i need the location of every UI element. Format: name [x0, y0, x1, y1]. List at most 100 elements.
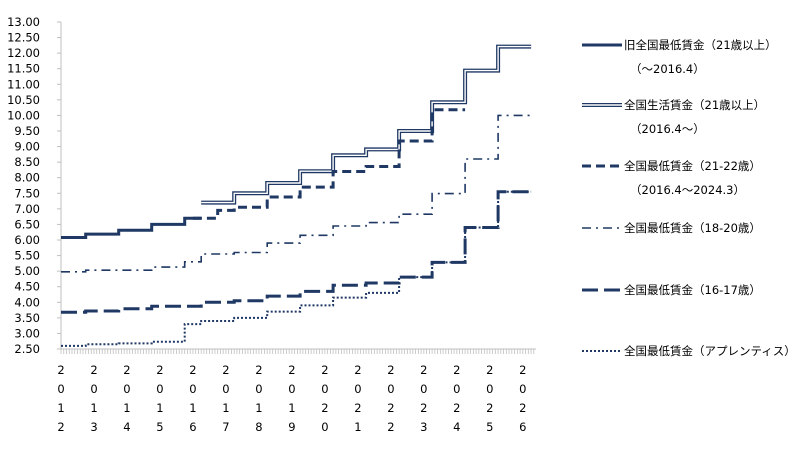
y-tick-label: 13.00 [7, 15, 40, 29]
x-tick-digit: 2 [57, 420, 64, 434]
series-line [61, 190, 532, 347]
y-tick-label: 7.00 [14, 202, 40, 216]
legend-item: 全国最低賃金（21-22歳） （2016.4～2024.3） [582, 159, 761, 197]
x-tick-digit: 4 [123, 420, 130, 434]
y-tick-label: 4.00 [14, 295, 40, 309]
y-tick-label: 5.00 [14, 264, 40, 278]
x-tick-digit: 3 [90, 420, 97, 434]
x-tick-digit: 2 [420, 401, 427, 415]
x-tick-digit: 0 [222, 382, 229, 396]
x-tick-digit: 0 [321, 382, 328, 396]
x-tick-digit: 0 [255, 382, 262, 396]
x-tick-digit: 4 [453, 420, 460, 434]
y-tick-label: 12.00 [7, 46, 40, 60]
x-tick-digit: 8 [255, 420, 262, 434]
x-tick-digit: 1 [90, 401, 97, 415]
x-tick-digit: 0 [354, 382, 361, 396]
x-tick-digit: 2 [321, 363, 328, 377]
x-tick-digit: 0 [321, 420, 328, 434]
legend-label: （2016.4～） [630, 122, 705, 136]
plot-series [61, 44, 532, 347]
x-tick-digit: 2 [519, 363, 526, 377]
x-tick-label: 2024 [453, 363, 460, 434]
legend-item: 全国最低賃金（16-17歳） [582, 283, 761, 297]
x-tick-digit: 2 [255, 363, 262, 377]
y-tick-label: 9.00 [14, 140, 40, 154]
x-tick-digit: 9 [288, 420, 295, 434]
x-tick-digit: 1 [255, 401, 262, 415]
x-tick-digit: 0 [90, 382, 97, 396]
y-tick-label: 6.50 [14, 217, 40, 231]
x-tick-digit: 2 [486, 363, 493, 377]
series-line [61, 216, 202, 239]
series-line-inner [201, 45, 532, 204]
series-line [61, 190, 532, 314]
x-tick-digit: 2 [354, 401, 361, 415]
x-tick-digit: 2 [387, 401, 394, 415]
x-tick-digit: 2 [420, 363, 427, 377]
y-tick-label: 10.50 [7, 93, 40, 107]
legend-label: （～2016.4） [630, 62, 705, 76]
series-1 [61, 216, 202, 239]
y-tick-label: 7.50 [14, 186, 40, 200]
x-tick-digit: 0 [519, 382, 526, 396]
x-tick-digit: 2 [222, 363, 229, 377]
series-5 [61, 190, 532, 314]
series-2 [201, 44, 532, 205]
legend: 旧全国最低賃金（21歳以上） （～2016.4） 全国生活賃金（21歳以上） （201… [582, 38, 796, 358]
x-tick-label: 2016 [189, 363, 196, 434]
x-tick-digit: 2 [189, 363, 196, 377]
x-tick-digit: 0 [486, 382, 493, 396]
legend-label: 全国最低賃金（18-20歳） [624, 221, 761, 235]
x-tick-digit: 3 [420, 420, 427, 434]
x-axis: 2012201320142015201620172018201920202021… [57, 348, 536, 434]
x-tick-digit: 0 [387, 382, 394, 396]
series-4 [61, 114, 532, 273]
legend-label: 全国生活賃金（21歳以上） [624, 98, 765, 112]
legend-label: （2016.4～2024.3） [630, 183, 745, 197]
legend-item: 全国最低賃金（アプレンティス） [582, 344, 796, 358]
series-6 [61, 190, 532, 347]
x-tick-digit: 1 [354, 420, 361, 434]
y-tick-label: 3.00 [14, 326, 40, 340]
x-tick-digit: 1 [189, 401, 196, 415]
x-tick-digit: 2 [288, 363, 295, 377]
y-tick-label: 8.00 [14, 171, 40, 185]
y-tick-label: 3.50 [14, 311, 40, 325]
x-tick-digit: 2 [453, 363, 460, 377]
x-tick-digit: 1 [123, 401, 130, 415]
x-tick-digit: 0 [57, 382, 64, 396]
legend-label: 全国最低賃金（16-17歳） [624, 283, 761, 297]
series-line [192, 108, 466, 220]
legend-item: 旧全国最低賃金（21歳以上） （～2016.4） [582, 38, 777, 76]
series-3 [192, 108, 466, 220]
y-tick-label: 12.50 [7, 31, 40, 45]
y-tick-label: 10.00 [7, 108, 40, 122]
x-tick-digit: 5 [156, 420, 163, 434]
legend-label: 旧全国最低賃金（21歳以上） [624, 38, 777, 52]
x-tick-digit: 7 [222, 420, 229, 434]
x-tick-digit: 0 [156, 382, 163, 396]
x-tick-digit: 1 [57, 401, 64, 415]
x-tick-digit: 2 [387, 420, 394, 434]
x-tick-digit: 1 [156, 401, 163, 415]
x-tick-digit: 5 [486, 420, 493, 434]
x-tick-digit: 2 [387, 363, 394, 377]
legend-label: 全国最低賃金（21-22歳） [624, 159, 761, 173]
x-tick-digit: 6 [519, 420, 526, 434]
y-tick-label: 4.50 [14, 280, 40, 294]
y-tick-label: 11.00 [7, 77, 40, 91]
y-tick-label: 2.50 [14, 342, 40, 356]
